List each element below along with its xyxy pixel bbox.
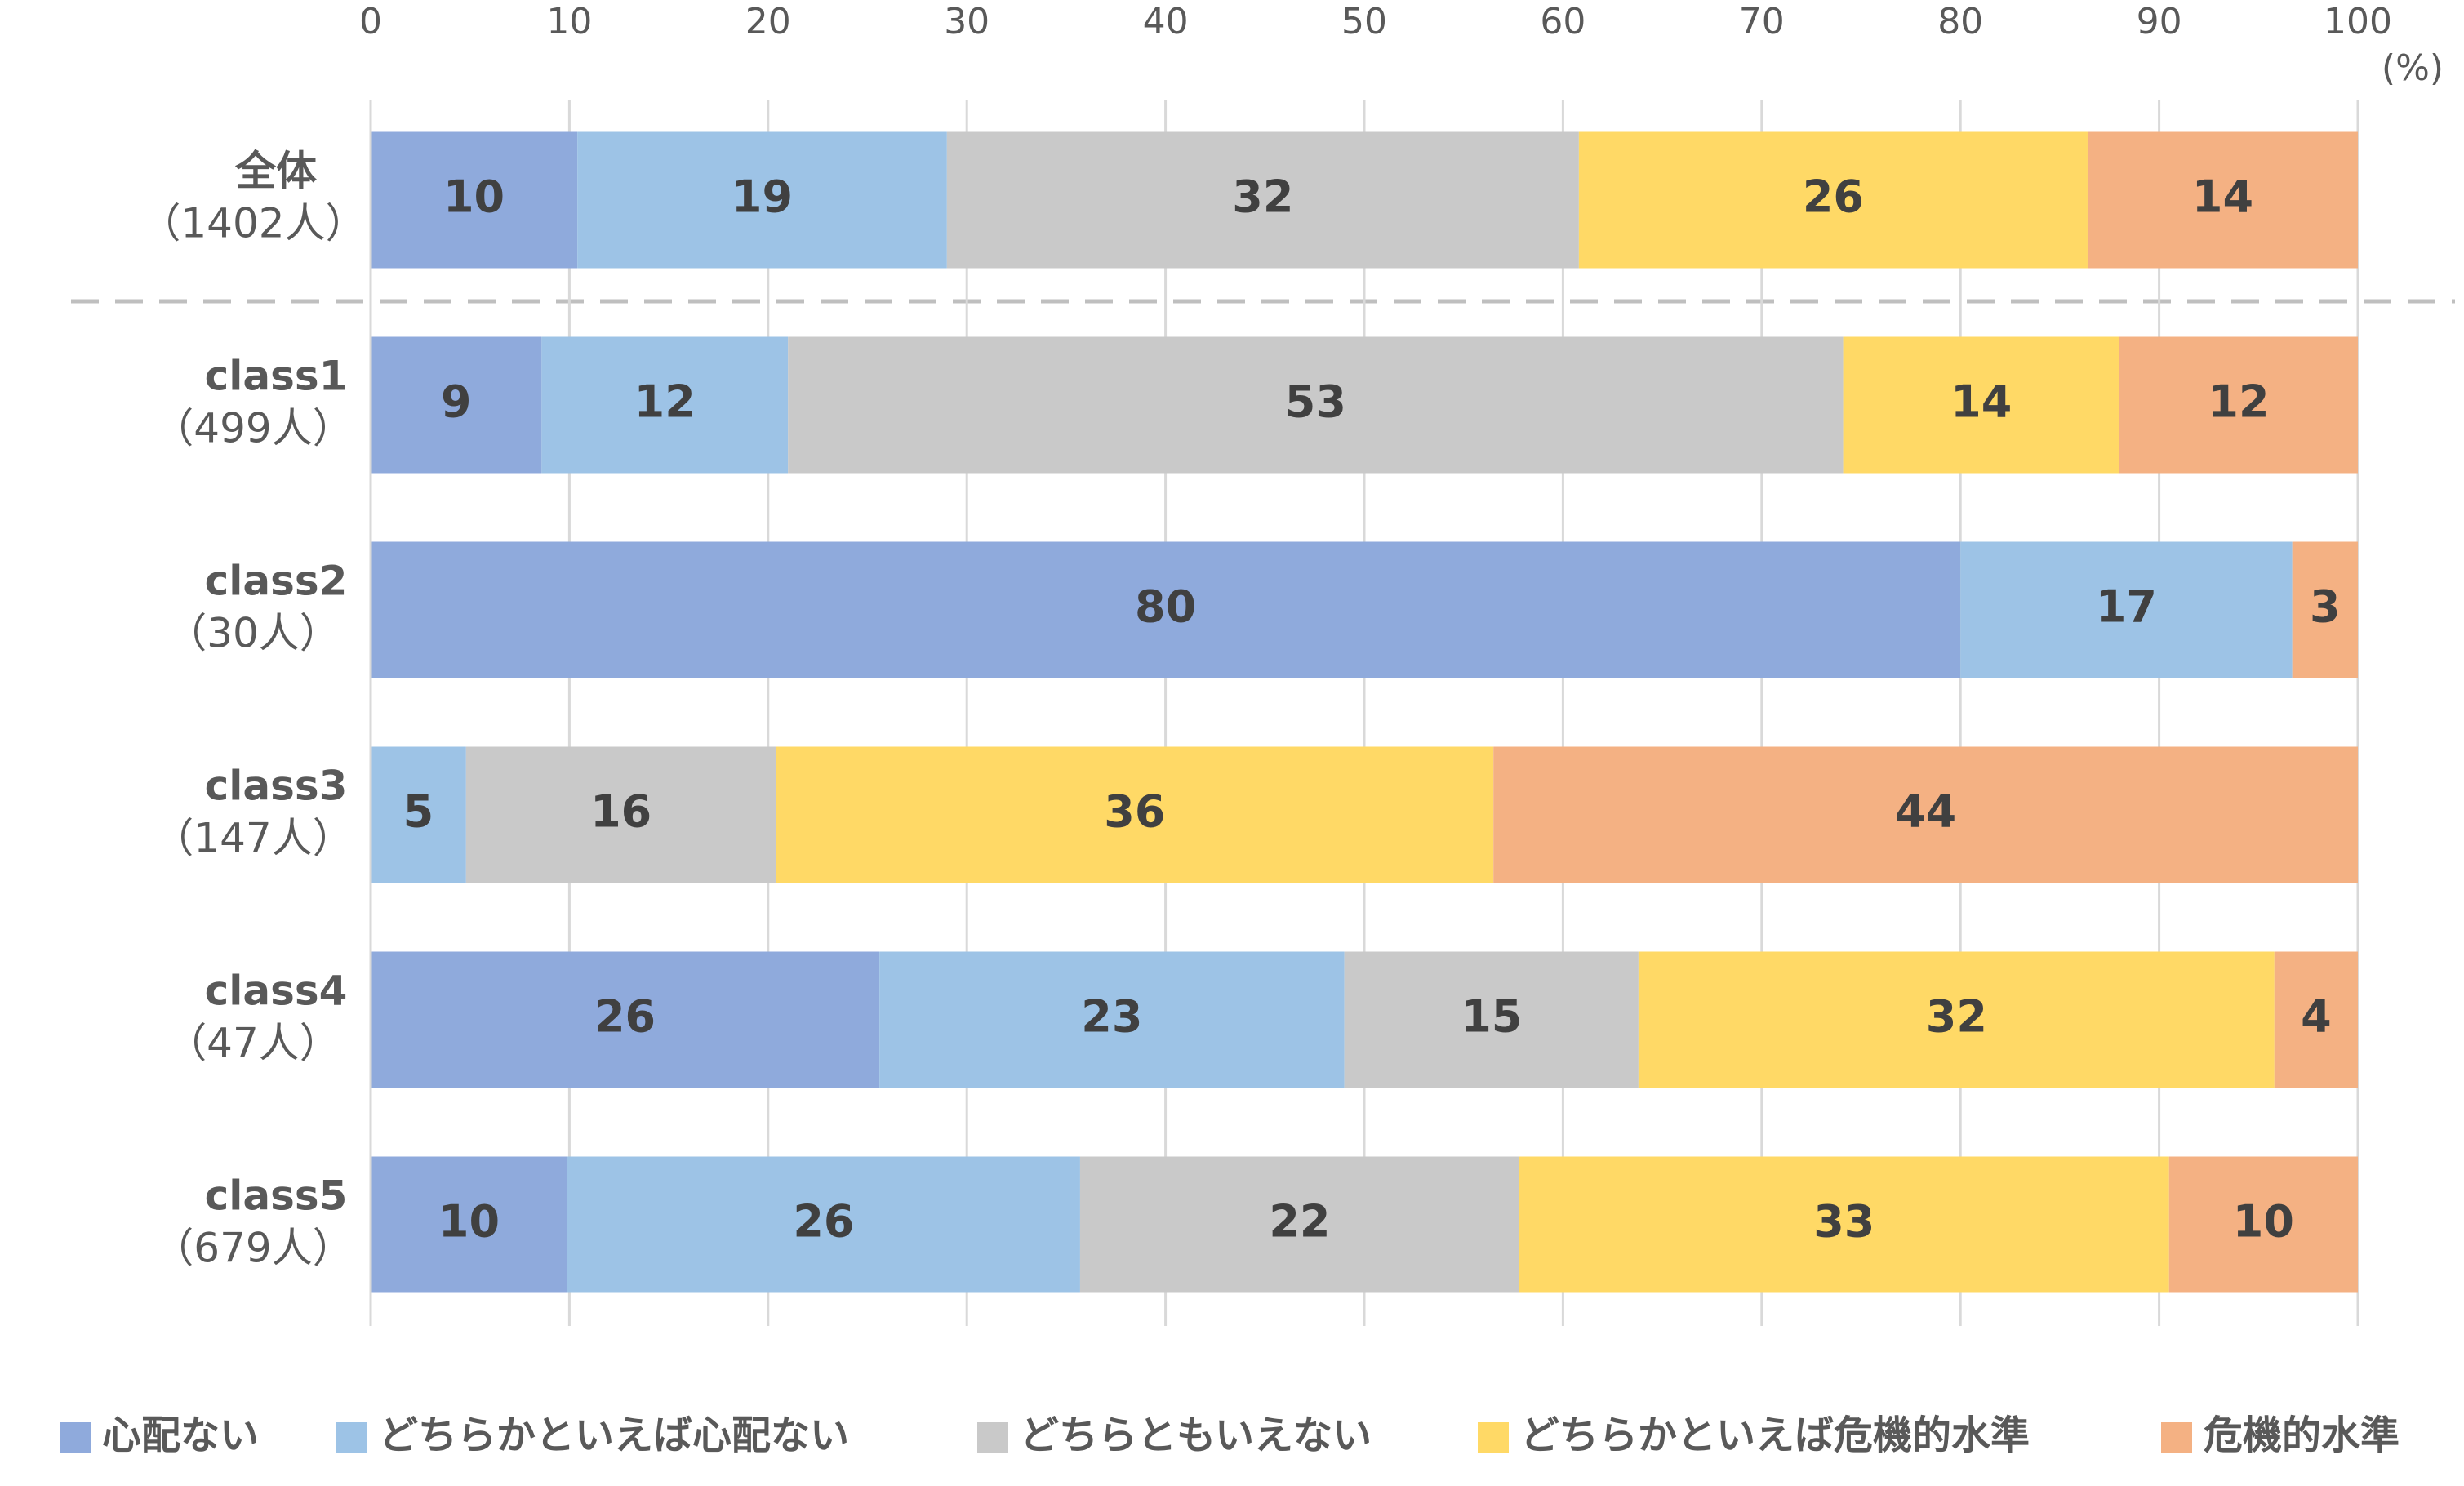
bar-segment (946, 131, 1579, 269)
data-label: 80 (1135, 581, 1196, 633)
category-label: class3 (205, 763, 348, 810)
category-count: （147人） (153, 815, 353, 862)
legend-swatch (60, 1422, 91, 1453)
data-label: 17 (2096, 581, 2157, 633)
legend-label: 心配ない (102, 1413, 259, 1458)
bar-segment (2168, 1156, 2358, 1293)
bar-segment (1519, 1156, 2169, 1293)
bar-segment (371, 131, 578, 269)
data-label: 10 (443, 171, 505, 223)
category-count: （47人） (166, 1020, 340, 1067)
data-label: 22 (1269, 1196, 1330, 1248)
bar-segment (879, 951, 1345, 1088)
bar-segment (2274, 951, 2358, 1088)
data-label: 14 (2192, 171, 2253, 223)
bar-segment (788, 336, 1844, 474)
data-label: 12 (2208, 376, 2269, 428)
category-count: （499人） (153, 405, 353, 452)
legend-swatch (1478, 1422, 1509, 1453)
legend-label: どちらかといえば心配ない (379, 1413, 849, 1458)
bar-segment (371, 336, 542, 474)
bar-segment (776, 746, 1494, 883)
bar-segment (371, 1156, 567, 1293)
data-label: 10 (2233, 1196, 2294, 1248)
x-tick-label: 80 (1937, 1, 1983, 42)
data-label: 36 (1104, 786, 1165, 838)
x-tick-label: 10 (546, 1, 592, 42)
bar-segment (577, 131, 947, 269)
category-count: （1402人） (140, 200, 366, 247)
bar-segment (371, 541, 1961, 678)
data-label: 5 (403, 786, 434, 838)
bar-segment (2119, 336, 2358, 474)
bar-segment (2087, 131, 2358, 269)
data-label: 19 (732, 171, 793, 223)
bar-segment (1344, 951, 1639, 1088)
legend-label: どちらともいえない (1020, 1413, 1372, 1458)
category-label: class2 (205, 558, 348, 605)
legend-swatch (977, 1422, 1008, 1453)
data-label: 4 (2301, 991, 2332, 1043)
data-label: 14 (1950, 376, 2012, 428)
x-tick-label: 0 (359, 1, 382, 42)
category-label: class5 (205, 1172, 348, 1220)
bar-segment (1960, 541, 2293, 678)
x-tick-label: 90 (2137, 1, 2182, 42)
bar-segment (2292, 541, 2358, 678)
data-label: 9 (441, 376, 472, 428)
data-label: 26 (594, 991, 656, 1043)
x-tick-label: 50 (1341, 1, 1387, 42)
category-label: class1 (205, 353, 348, 400)
x-tick-label: 100 (2324, 1, 2392, 42)
bar-segment (371, 951, 880, 1088)
x-tick-label: 20 (745, 1, 791, 42)
data-label: 26 (1803, 171, 1864, 223)
data-label: 32 (1926, 991, 1987, 1043)
data-label: 44 (1895, 786, 1956, 838)
bar-segment (1079, 1156, 1519, 1293)
x-tick-label: 60 (1540, 1, 1586, 42)
data-label: 3 (2310, 581, 2341, 633)
legend-swatch (336, 1422, 367, 1453)
data-label: 10 (438, 1196, 500, 1248)
category-label: 全体 (234, 148, 317, 195)
x-tick-label: 70 (1739, 1, 1785, 42)
data-label: 12 (634, 376, 696, 428)
x-tick-label: 30 (944, 1, 990, 42)
data-label: 23 (1081, 991, 1142, 1043)
legend-label: 危機的水準 (2204, 1413, 2400, 1458)
bar-segment (541, 336, 789, 474)
bar-segment (1493, 746, 2358, 883)
data-label: 33 (1813, 1196, 1875, 1248)
data-label: 32 (1232, 171, 1293, 223)
data-label: 15 (1461, 991, 1522, 1043)
x-axis-unit: (%) (2382, 47, 2444, 89)
x-tick-label: 40 (1143, 1, 1189, 42)
data-label: 16 (590, 786, 652, 838)
category-count: （30人） (166, 610, 340, 657)
legend-label: どちらかといえば危機的水準 (1520, 1413, 2030, 1458)
bar-segment (465, 746, 776, 883)
data-label: 26 (793, 1196, 854, 1248)
bar-segment (1638, 951, 2275, 1088)
category-label: class4 (205, 968, 348, 1015)
data-label: 53 (1285, 376, 1346, 428)
bar-segment (371, 746, 466, 883)
bar-segment (567, 1156, 1080, 1293)
category-count: （679人） (153, 1225, 353, 1272)
legend-swatch (2161, 1422, 2192, 1453)
bar-segment (1578, 131, 2088, 269)
bar-segment (1843, 336, 2119, 474)
